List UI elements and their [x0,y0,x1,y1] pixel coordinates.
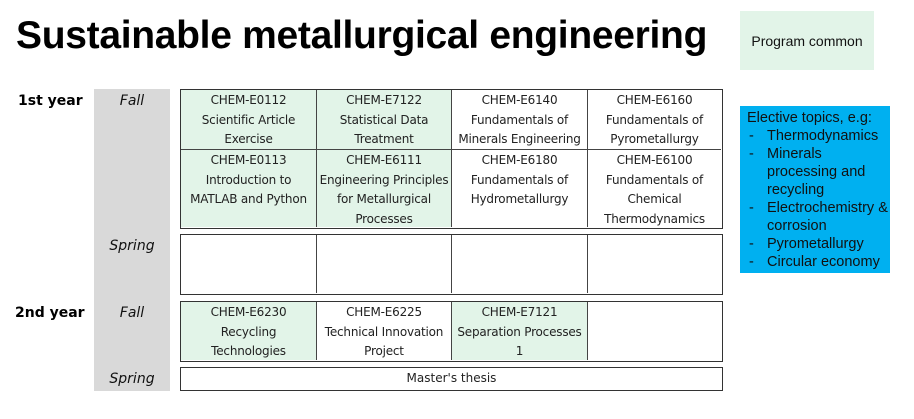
elective-topics-box: Elective topics, e.g: Thermodynamics Min… [740,106,890,273]
course-cell-chem-e0112: CHEM-E0112 Scientific Article Exercise [181,90,317,150]
course-name-line: Fundamentals of [470,112,569,127]
course-name-line: Technical Innovation [324,324,444,339]
course-name-line: 1 [515,344,524,358]
course-cell-chem-e6230: CHEM-E6230 Recycling Technologies [181,302,317,360]
course-name-line: Engineering Principles [319,172,449,187]
empty-course-cell [588,302,721,360]
course-name-line: Chemical [627,192,682,206]
empty-course-cell [588,235,721,293]
course-name-line: Minerals Engineering [458,132,581,146]
elective-item: Minerals processing and recycling [747,145,890,199]
legend-program-common: Program common [740,11,874,70]
course-name-line: Introduction to [205,172,292,187]
course-cell-chem-e6100: CHEM-E6100 Fundamentals of Chemical Thermod… [588,150,721,227]
course-code: CHEM-E6225 [346,305,422,319]
elective-item: Electrochemistry & corrosion [747,199,890,235]
course-name-line: Exercise [224,132,273,146]
course-code: CHEM-E6111 [346,153,422,167]
course-name-line: Fundamentals of [470,172,569,187]
course-grid-y2-fall: CHEM-E6230 Recycling Technologies CHEM-E622… [180,301,723,362]
course-name-line: Technologies [211,344,286,358]
course-code: CHEM-E0113 [210,153,287,167]
empty-course-cell [317,235,452,293]
legend-label: Program common [751,32,863,49]
course-name-line: Statistical Data [339,112,429,127]
course-cell-chem-e0113: CHEM-E0113 Introduction to MATLAB and Pyth… [181,150,317,227]
semester-y1-spring: Spring [109,238,155,254]
semester-y2-spring: Spring [109,371,155,387]
semester-column [94,89,170,391]
elective-item: Thermodynamics [747,127,890,145]
course-grid-y1-spring [180,234,723,295]
course-cell-chem-e6180: CHEM-E6180 Fundamentals of Hydrometallurgy [452,150,588,227]
course-code: CHEM-E6160 [616,93,693,107]
course-code: CHEM-E6140 [481,93,558,107]
course-cell-chem-e6225: CHEM-E6225 Technical Innovation Project [317,302,452,360]
semester-y1-fall: Fall [119,93,145,109]
page-title: Sustainable metallurgical engineering [16,14,708,57]
empty-course-cell [181,235,317,293]
course-name-line: Hydrometallurgy [470,192,569,206]
course-code: CHEM-E6230 [210,305,287,319]
course-name-line: Fundamentals of [605,172,704,187]
course-grid-y1-fall: CHEM-E0112 Scientific Article Exercise CHEM… [180,89,723,229]
elective-list: Thermodynamics Minerals processing and r… [747,127,890,271]
elective-heading: Elective topics, e.g: [747,110,872,126]
course-name-line: Pyrometallurgy [610,132,699,146]
semester-y2-fall: Fall [119,305,145,321]
course-name-line: Treatment [354,132,414,146]
course-cell-chem-e6160: CHEM-E6160 Fundamentals of Pyrometallurgy [588,90,721,150]
course-name-line: Recycling [220,324,277,339]
masters-thesis-cell: Master's thesis [180,367,723,391]
course-code: CHEM-E7122 [346,93,422,107]
course-name-line: Thermodynamics [604,211,705,226]
course-cell-chem-e6140: CHEM-E6140 Fundamentals of Minerals Engine… [452,90,588,150]
course-cell-chem-e6111: CHEM-E6111 Engineering Principles for Meta… [317,150,452,227]
year-label-1: 1st year [18,93,83,109]
course-name-line: Processes [355,211,413,226]
course-name-line: Separation Processes [457,324,582,339]
elective-item: Pyrometallurgy [747,235,890,253]
course-name-line: Scientific Article [201,112,296,127]
elective-item: Circular economy [747,253,890,271]
course-name-line: Project [364,344,404,358]
course-code: CHEM-E6100 [616,153,693,167]
course-name-line: for Metallurgical [337,192,431,206]
year-label-2: 2nd year [15,305,85,321]
course-code: CHEM-E6180 [481,153,558,167]
course-cell-chem-e7122: CHEM-E7122 Statistical Data Treatment [317,90,452,150]
course-code: CHEM-E0112 [210,93,287,107]
course-cell-chem-e7121: CHEM-E7121 Separation Processes 1 [452,302,588,360]
course-name-line: MATLAB and Python [190,192,307,206]
empty-course-cell [452,235,588,293]
course-code: CHEM-E7121 [481,305,558,319]
course-name-line: Fundamentals of [605,112,704,127]
